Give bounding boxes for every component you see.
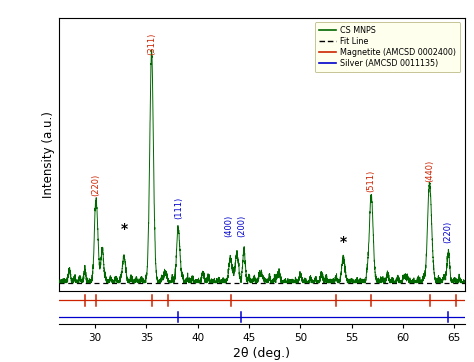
Text: *: * — [340, 235, 347, 249]
Text: (440): (440) — [425, 160, 434, 182]
Text: (400): (400) — [224, 215, 233, 237]
Text: *: * — [120, 222, 128, 236]
Text: (200): (200) — [237, 215, 246, 237]
Text: (511): (511) — [367, 170, 376, 192]
Y-axis label: Intensity (a.u.): Intensity (a.u.) — [42, 111, 55, 198]
X-axis label: 2θ (deg.): 2θ (deg.) — [233, 347, 291, 360]
Text: (220): (220) — [91, 174, 100, 196]
Text: (220): (220) — [444, 220, 453, 243]
Text: (311): (311) — [147, 33, 156, 55]
Text: (111): (111) — [174, 197, 183, 219]
Legend: CS MNPS, Fit Line, Magnetite (AMCSD 0002400), Silver (AMCSD 0011135): CS MNPS, Fit Line, Magnetite (AMCSD 0002… — [315, 22, 461, 72]
